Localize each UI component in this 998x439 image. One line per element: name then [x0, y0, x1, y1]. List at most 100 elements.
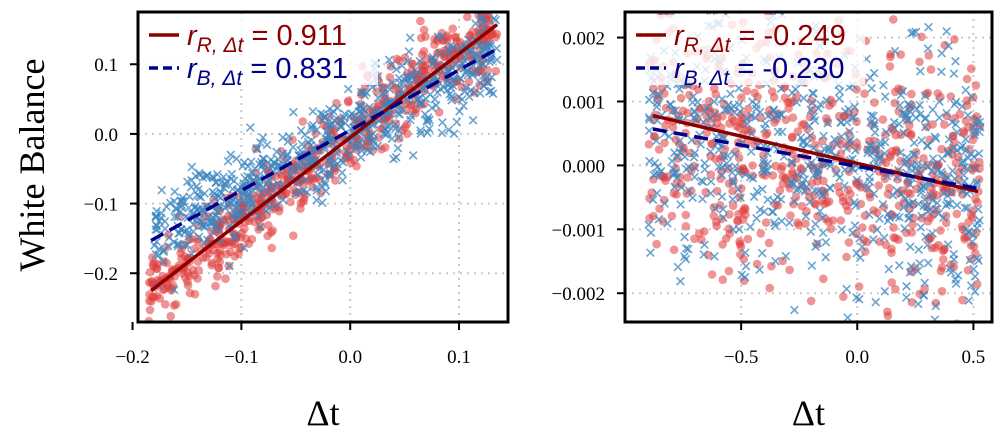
- data-point-b: [476, 12, 486, 22]
- data-point-b: [967, 92, 976, 102]
- data-point-b: [880, 286, 890, 296]
- data-point-b: [727, 168, 737, 177]
- data-point-b: [867, 83, 877, 93]
- data-point-b: [342, 146, 351, 156]
- data-point-b: [905, 242, 915, 252]
- data-point-b: [444, 125, 454, 135]
- data-point-b: [717, 170, 727, 180]
- x-tick-label: −0.1: [224, 347, 258, 368]
- data-point-b: [806, 105, 816, 115]
- data-point-b: [842, 284, 851, 294]
- data-point-b: [439, 83, 448, 92]
- data-point-r: [491, 66, 501, 76]
- data-point-b: [170, 187, 180, 197]
- data-point-b: [769, 113, 779, 122]
- data-point-r: [778, 256, 787, 266]
- data-point-r: [771, 161, 780, 171]
- data-point-r: [160, 300, 170, 309]
- data-point-b: [871, 297, 881, 307]
- data-point-b: [229, 233, 239, 243]
- data-point-b: [712, 132, 721, 141]
- data-point-b: [405, 33, 415, 43]
- data-point-b: [912, 104, 922, 114]
- data-point-r: [169, 301, 179, 310]
- data-point-b: [681, 254, 691, 264]
- data-point-r: [658, 216, 668, 226]
- legend-label-b: rB, Δt = 0.831: [187, 53, 348, 90]
- data-point-r: [786, 211, 795, 220]
- data-point-b: [846, 135, 855, 144]
- data-point-b: [817, 188, 827, 198]
- data-point-b: [787, 157, 797, 167]
- data-point-b: [697, 176, 706, 186]
- data-point-b: [818, 228, 828, 238]
- data-point-b: [223, 156, 233, 166]
- data-point-b: [773, 192, 782, 202]
- data-point-b: [745, 172, 755, 182]
- data-point-b: [752, 213, 761, 223]
- data-point-r: [806, 296, 816, 306]
- data-point-b: [920, 91, 930, 101]
- data-point-b: [435, 48, 445, 58]
- data-point-r: [841, 201, 851, 210]
- data-point-b: [464, 92, 474, 101]
- data-point-b: [970, 287, 980, 296]
- data-point-b: [670, 182, 679, 192]
- data-point-b: [460, 86, 470, 96]
- data-point-r: [676, 93, 686, 103]
- data-point-b: [187, 162, 197, 172]
- data-point-b: [403, 56, 413, 66]
- data-point-b: [951, 279, 961, 288]
- data-point-b: [164, 233, 174, 242]
- data-point-r: [739, 254, 748, 264]
- data-point-b: [965, 255, 975, 265]
- data-point-b: [438, 118, 447, 127]
- data-point-b: [809, 162, 819, 172]
- data-point-b: [159, 247, 168, 257]
- data-point-b: [288, 142, 298, 152]
- data-point-b: [811, 242, 820, 252]
- data-point-b: [730, 108, 739, 117]
- data-point-b: [730, 149, 740, 159]
- data-point-b: [925, 205, 935, 214]
- data-point-b: [688, 92, 698, 101]
- data-point-r: [791, 192, 801, 202]
- data-point-b: [811, 219, 820, 229]
- data-point-r: [669, 189, 679, 198]
- data-point-r: [678, 106, 688, 116]
- data-point-b: [767, 207, 777, 217]
- data-point-r: [785, 265, 794, 275]
- data-point-b: [255, 159, 264, 169]
- data-point-r: [697, 235, 706, 245]
- data-point-b: [200, 189, 209, 198]
- data-point-b: [851, 145, 860, 155]
- data-point-b: [446, 92, 456, 102]
- data-point-r: [727, 114, 737, 123]
- data-point-b: [365, 102, 374, 112]
- data-point-b: [901, 109, 911, 119]
- data-point-b: [278, 133, 288, 142]
- data-point-r: [178, 268, 187, 278]
- data-point-b: [790, 305, 799, 315]
- data-point-b: [890, 46, 900, 56]
- data-point-b: [881, 127, 891, 137]
- data-point-b: [319, 112, 329, 122]
- data-point-b: [216, 215, 226, 225]
- data-point-r: [240, 224, 249, 234]
- data-point-b: [365, 147, 375, 157]
- data-point-r: [883, 307, 892, 317]
- data-point-r: [381, 143, 390, 152]
- data-point-r: [184, 271, 194, 281]
- data-point-b: [935, 97, 944, 106]
- data-point-b: [710, 204, 720, 213]
- data-point-b: [406, 111, 416, 121]
- data-point-b: [914, 245, 924, 254]
- data-point-b: [394, 133, 403, 142]
- data-point-r: [155, 294, 164, 303]
- data-point-b: [804, 121, 814, 131]
- data-point-b: [930, 315, 940, 322]
- data-point-b: [832, 139, 842, 149]
- data-point-b: [912, 163, 921, 173]
- data-point-b: [282, 151, 292, 161]
